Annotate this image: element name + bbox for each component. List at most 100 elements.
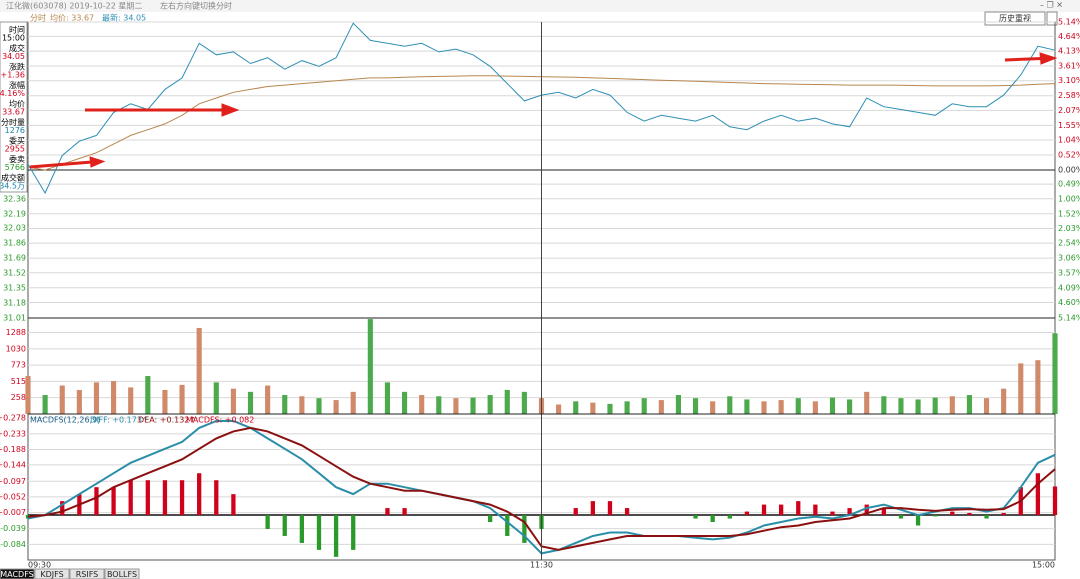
volume-bar (59, 385, 65, 414)
volume-bar (76, 389, 82, 414)
tab-label[interactable]: KDJFS (40, 570, 63, 579)
y2-tick-label: 4.64% (1058, 32, 1080, 41)
y2-tick-label: 2.54% (1058, 239, 1080, 248)
macd-bar (778, 504, 784, 516)
y2-tick-label: 0.49% (1058, 180, 1080, 189)
volume-bar (675, 395, 682, 414)
tab[interactable] (34, 568, 70, 579)
tab-label[interactable]: MACDFS (0, 570, 34, 579)
volume-bar (692, 398, 699, 414)
y2-tick-label: 3.06% (1058, 254, 1080, 263)
volume-bar (196, 327, 202, 414)
volume-bar (93, 382, 100, 414)
y2-tick-label: 4.13% (1058, 47, 1080, 56)
volume-bar (1035, 360, 1041, 414)
macd-bar (111, 487, 116, 516)
y-tick-label: 32.03 (3, 224, 26, 233)
macd-bar (333, 515, 339, 557)
volume-bar (573, 401, 579, 414)
macd-bar (505, 515, 510, 536)
volume-bar (436, 396, 442, 414)
volume-bar (487, 395, 493, 414)
window-controls[interactable]: – ❐ ✕ (1040, 1, 1063, 10)
macd-bar (522, 515, 527, 543)
history-button-label[interactable]: 历史重视 (999, 13, 1031, 23)
y-tick-label: +0.144 (0, 460, 26, 469)
y2-tick-label: 5.14% (1058, 314, 1080, 323)
collapse-button[interactable] (1046, 11, 1058, 26)
tab-label[interactable]: BOLLFS (107, 570, 137, 579)
info-label: 委买 (9, 136, 25, 146)
info-value: 34.5万 (0, 182, 25, 191)
info-label: 成交额 (1, 173, 25, 183)
info-label: 委卖 (9, 154, 25, 164)
info-label: 涨幅 (9, 80, 25, 90)
macd-bar (830, 511, 835, 516)
y2-tick-label: 4.60% (1058, 298, 1080, 307)
y2-tick-label: 0.52% (1058, 151, 1080, 160)
macd-bar (881, 508, 886, 516)
volume-bar (316, 398, 322, 414)
y2-tick-label: 4.09% (1058, 283, 1080, 292)
info-value: 33.67 (2, 108, 25, 117)
macd-bar (179, 480, 185, 516)
volume-bar (556, 404, 562, 414)
x-tick-label: 15:00 (1032, 561, 1055, 570)
y-tick-label: -0.039 (0, 524, 26, 533)
y-tick-label: +0.278 (0, 414, 26, 423)
y-tick-label: +0.188 (0, 445, 26, 454)
macd-bar (214, 480, 219, 516)
volume-bar (42, 395, 48, 414)
volume-bar (658, 400, 664, 414)
legend-entry: 均价: 33.67 (50, 13, 94, 23)
volume-bar (898, 398, 904, 414)
macd-bar (402, 508, 407, 516)
x-tick-label: 11:30 (530, 561, 553, 570)
macd-bar (1035, 473, 1041, 516)
volume-bar (1052, 333, 1058, 414)
volume-bar (812, 401, 818, 414)
tab-label[interactable]: RSIFS (76, 570, 99, 579)
volume-bar (778, 400, 784, 414)
macd-bar (847, 508, 852, 516)
info-value: 1276 (5, 126, 25, 135)
info-label: 时间 (9, 25, 25, 35)
macd-bar (727, 515, 732, 519)
y2-tick-label: 2.03% (1058, 224, 1080, 233)
info-value: 15:00 (2, 34, 25, 43)
volume-bar (145, 376, 151, 414)
volume-bar (367, 319, 373, 414)
macd-bar (573, 508, 578, 516)
y2-tick-label: 3.10% (1058, 76, 1080, 85)
header-title: 江化微(603078) 2019-10-22 星期二 (6, 1, 142, 11)
volume-bar (966, 395, 972, 414)
info-label: 成交 (9, 43, 25, 53)
volume-bar (590, 402, 596, 414)
tab[interactable] (69, 568, 105, 579)
macd-bar (145, 480, 150, 516)
volume-bar (25, 376, 31, 414)
macd-bar (693, 515, 698, 519)
volume-bar (162, 389, 168, 414)
macd-bar (197, 473, 202, 516)
volume-bar (213, 382, 219, 414)
tab[interactable] (104, 568, 140, 579)
macd-bar (1001, 512, 1006, 516)
volume-bar (282, 395, 288, 414)
macd-bar (796, 501, 801, 516)
macd-bar (761, 504, 767, 516)
macd-bar (590, 501, 595, 516)
macd-bar (162, 480, 168, 516)
volume-bar (881, 396, 887, 414)
y-tick-label: 1030 (6, 344, 26, 353)
y2-tick-label: 1.55% (1058, 121, 1080, 130)
tab[interactable] (0, 568, 35, 579)
info-value: 34.05 (2, 52, 25, 61)
volume-bar (847, 399, 853, 414)
volume-bar (247, 391, 254, 414)
y-tick-label: +0.097 (0, 477, 26, 486)
info-value: +4.16% (0, 89, 25, 98)
volume-bar (915, 399, 921, 414)
macd-bar (984, 515, 989, 519)
